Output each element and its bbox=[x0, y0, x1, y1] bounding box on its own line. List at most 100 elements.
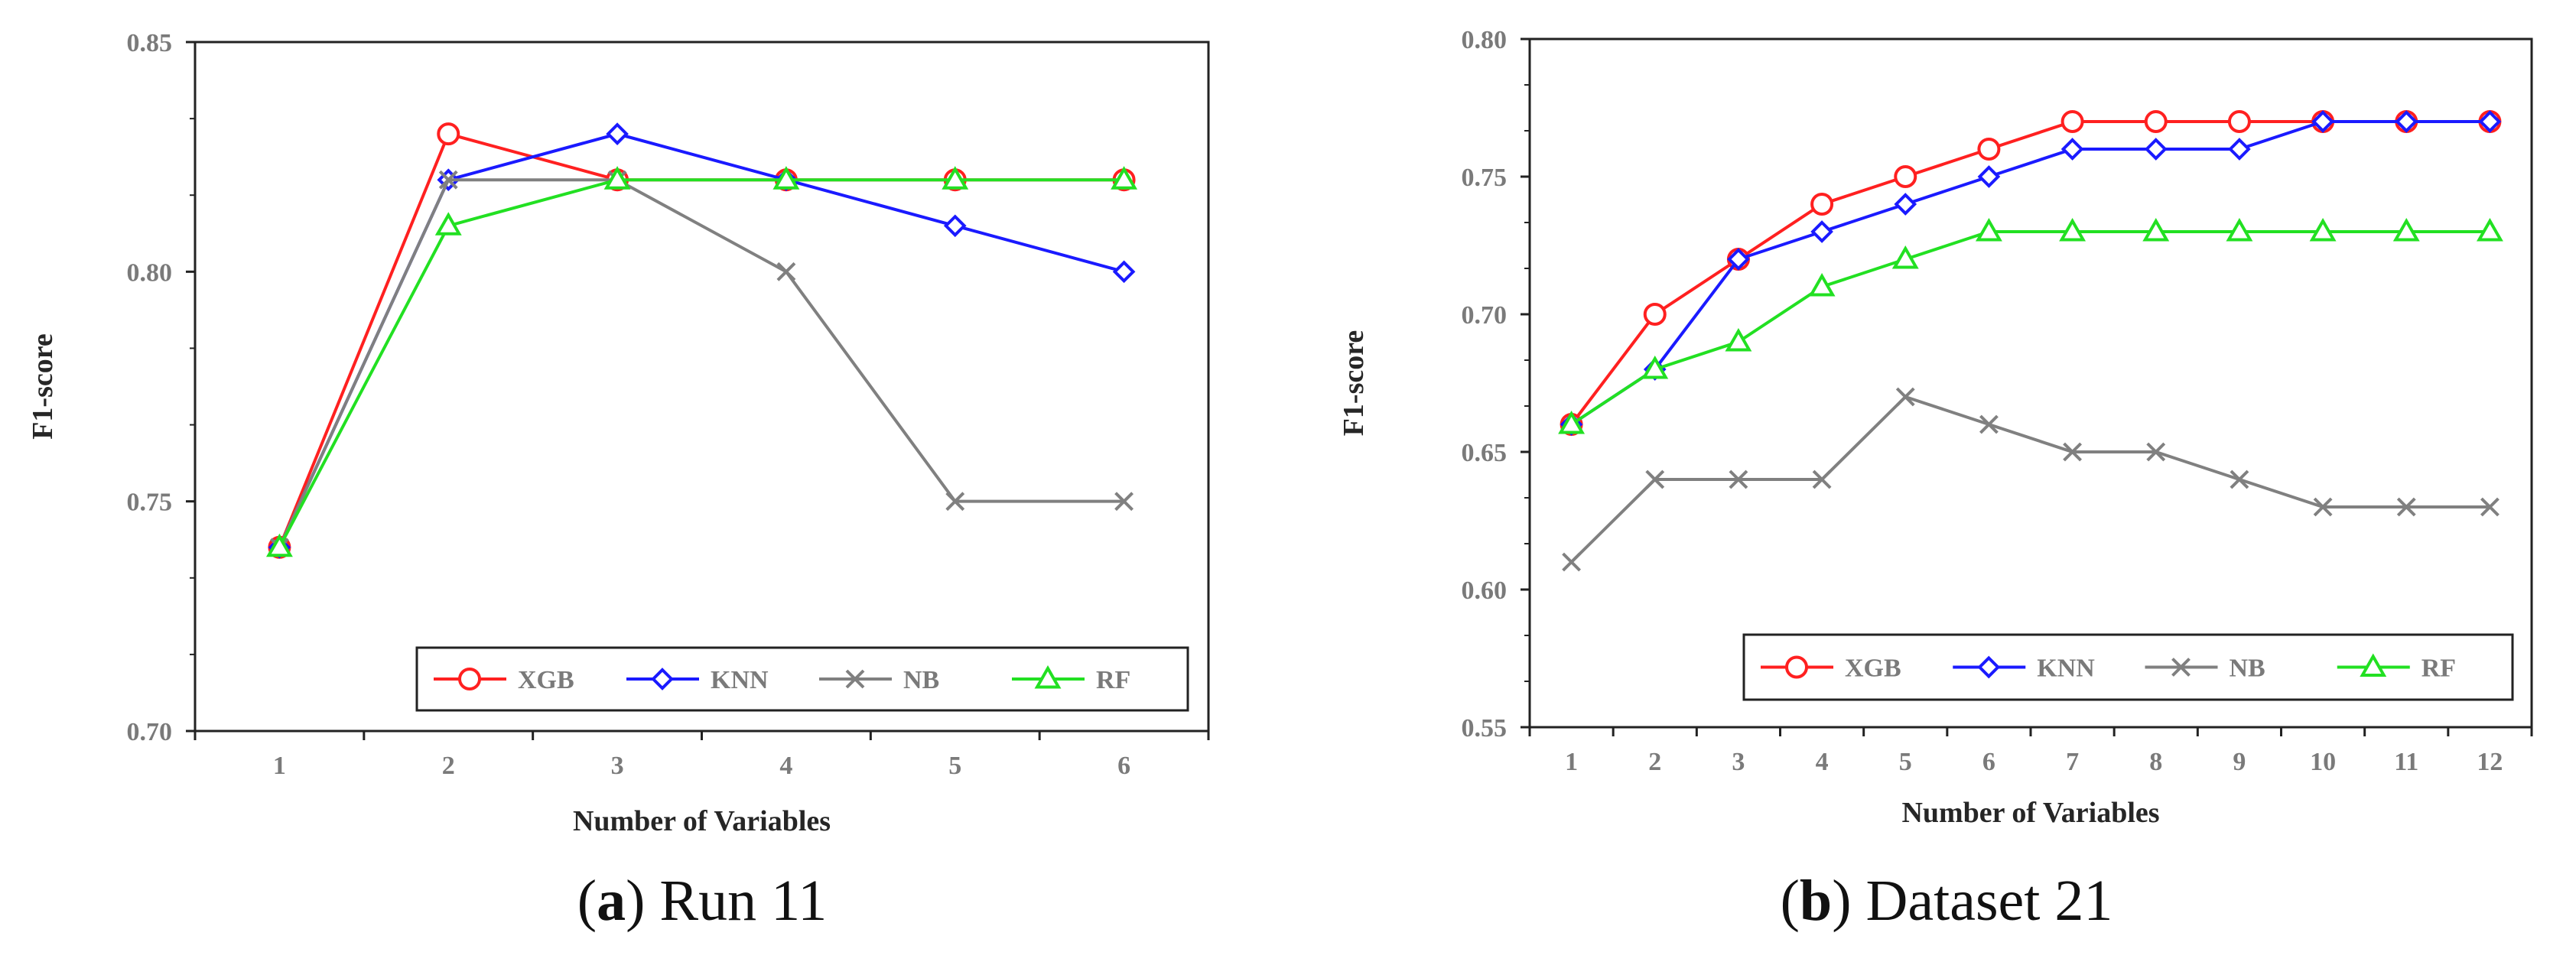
data-point-knn bbox=[2478, 110, 2502, 133]
y-tick-label: 0.70 bbox=[127, 718, 173, 746]
data-point-knn bbox=[1112, 260, 1136, 284]
legend-label-knn: KNN bbox=[711, 666, 769, 694]
data-point-nb bbox=[2480, 497, 2500, 517]
data-point-rf bbox=[942, 166, 969, 190]
legend-marker-rf bbox=[2360, 653, 2387, 677]
y-tick-label: 0.75 bbox=[127, 489, 173, 517]
caption-close: ) bbox=[1832, 869, 1865, 933]
data-point-xgb bbox=[2144, 110, 2168, 133]
data-point-rf bbox=[265, 533, 293, 557]
chart-caption: (a) Run 11 bbox=[577, 869, 828, 933]
series-nb bbox=[1562, 387, 2500, 572]
legend-marker-rf bbox=[1034, 664, 1062, 689]
data-point-rf bbox=[772, 166, 800, 190]
data-point-nb bbox=[2230, 470, 2249, 489]
series-line-rf bbox=[1570, 230, 2490, 426]
data-point-nb bbox=[2146, 442, 2166, 462]
data-point-rf bbox=[603, 166, 631, 190]
y-axis-title: F1-score bbox=[27, 333, 59, 440]
data-point-rf bbox=[1111, 166, 1138, 190]
data-point-rf bbox=[1725, 327, 1752, 352]
legend: XGB KNN NB RF bbox=[415, 646, 1189, 712]
data-point-xgb bbox=[1977, 138, 2001, 161]
x-tick-label: 11 bbox=[2394, 748, 2418, 776]
data-point-xgb bbox=[2227, 110, 2251, 133]
series-line-xgb bbox=[1569, 120, 2490, 426]
data-point-knn bbox=[1810, 220, 1833, 243]
data-point-knn bbox=[2060, 138, 2084, 161]
data-point-nb bbox=[2313, 497, 2333, 517]
data-point-nb bbox=[1729, 470, 1748, 489]
data-point-knn bbox=[2395, 110, 2418, 133]
data-point-nb bbox=[1645, 470, 1665, 489]
data-point-rf bbox=[1641, 355, 1669, 379]
y-tick-label: 0.80 bbox=[127, 258, 173, 287]
data-point-rf bbox=[2392, 217, 2420, 242]
x-axis-title: Number of Variables bbox=[573, 805, 831, 837]
series-line-xgb bbox=[278, 132, 1124, 548]
y-tick-label: 0.80 bbox=[1462, 26, 1508, 54]
data-point-rf bbox=[1808, 272, 1836, 297]
legend-marker-nb bbox=[845, 669, 865, 689]
y-tick-label: 0.75 bbox=[1462, 164, 1508, 192]
x-tick-label: 12 bbox=[2477, 748, 2503, 776]
data-point-rf bbox=[2476, 217, 2503, 242]
data-point-nb bbox=[1895, 387, 1915, 407]
data-point-knn bbox=[606, 122, 629, 145]
data-point-nb bbox=[1979, 414, 1999, 434]
legend-marker-knn bbox=[651, 668, 674, 690]
plot-frame bbox=[194, 41, 1210, 733]
y-tick-label: 0.65 bbox=[1462, 439, 1508, 467]
x-tick-label: 4 bbox=[1816, 748, 1829, 776]
series-xgb bbox=[268, 122, 1136, 559]
x-tick-label: 7 bbox=[2066, 748, 2079, 776]
x-tick-label: 5 bbox=[1899, 748, 1912, 776]
data-point-rf bbox=[2142, 217, 2170, 242]
data-point-knn bbox=[1894, 193, 1917, 216]
x-tick-label: 1 bbox=[1565, 748, 1578, 776]
plot-frame bbox=[1528, 37, 2533, 729]
y-tick-label: 0.60 bbox=[1462, 577, 1508, 605]
data-point-knn bbox=[2228, 138, 2251, 161]
series-rf bbox=[1558, 217, 2503, 434]
series-xgb bbox=[1560, 110, 2502, 436]
data-point-knn bbox=[2144, 138, 2168, 161]
caption-open: ( bbox=[577, 869, 597, 933]
x-tick-label: 6 bbox=[1982, 748, 1995, 776]
chart-caption: (b) Dataset 21 bbox=[1781, 869, 2113, 933]
data-point-rf bbox=[434, 212, 462, 236]
data-point-rf bbox=[2059, 217, 2086, 242]
data-point-nb bbox=[945, 492, 965, 512]
data-point-nb bbox=[2396, 497, 2416, 517]
data-point-xgb bbox=[2060, 110, 2084, 133]
data-point-nb bbox=[1114, 492, 1134, 512]
x-tick-label: 2 bbox=[442, 752, 455, 780]
caption-letter: a bbox=[597, 869, 626, 933]
x-tick-label: 8 bbox=[2149, 748, 2162, 776]
caption-text: Run 11 bbox=[659, 869, 827, 933]
data-point-rf bbox=[2226, 217, 2253, 242]
data-point-nb bbox=[776, 262, 796, 281]
data-point-knn bbox=[1977, 165, 2001, 188]
legend-label-rf: RF bbox=[1096, 666, 1130, 694]
series-nb bbox=[270, 170, 1134, 557]
legend-marker-xgb bbox=[1785, 655, 1808, 679]
x-tick-label: 1 bbox=[273, 752, 286, 780]
series-line-nb bbox=[1570, 395, 2490, 564]
series-knn bbox=[1560, 110, 2502, 436]
data-point-rf bbox=[1558, 410, 1586, 434]
data-point-rf bbox=[2309, 217, 2337, 242]
x-tick-label: 5 bbox=[948, 752, 961, 780]
data-point-knn bbox=[1727, 248, 1750, 271]
legend-marker-xgb bbox=[458, 668, 481, 690]
series-knn bbox=[268, 122, 1136, 559]
data-point-nb bbox=[1562, 552, 1581, 572]
series-rf bbox=[265, 166, 1138, 557]
legend-label-rf: RF bbox=[2422, 655, 2456, 683]
legend: XGB KNN NB RF bbox=[1742, 633, 2514, 701]
x-tick-label: 10 bbox=[2310, 748, 2336, 776]
x-axis-title: Number of Variables bbox=[1901, 797, 2159, 829]
legend-label-knn: KNN bbox=[2037, 655, 2095, 683]
series-line-nb bbox=[278, 178, 1124, 548]
